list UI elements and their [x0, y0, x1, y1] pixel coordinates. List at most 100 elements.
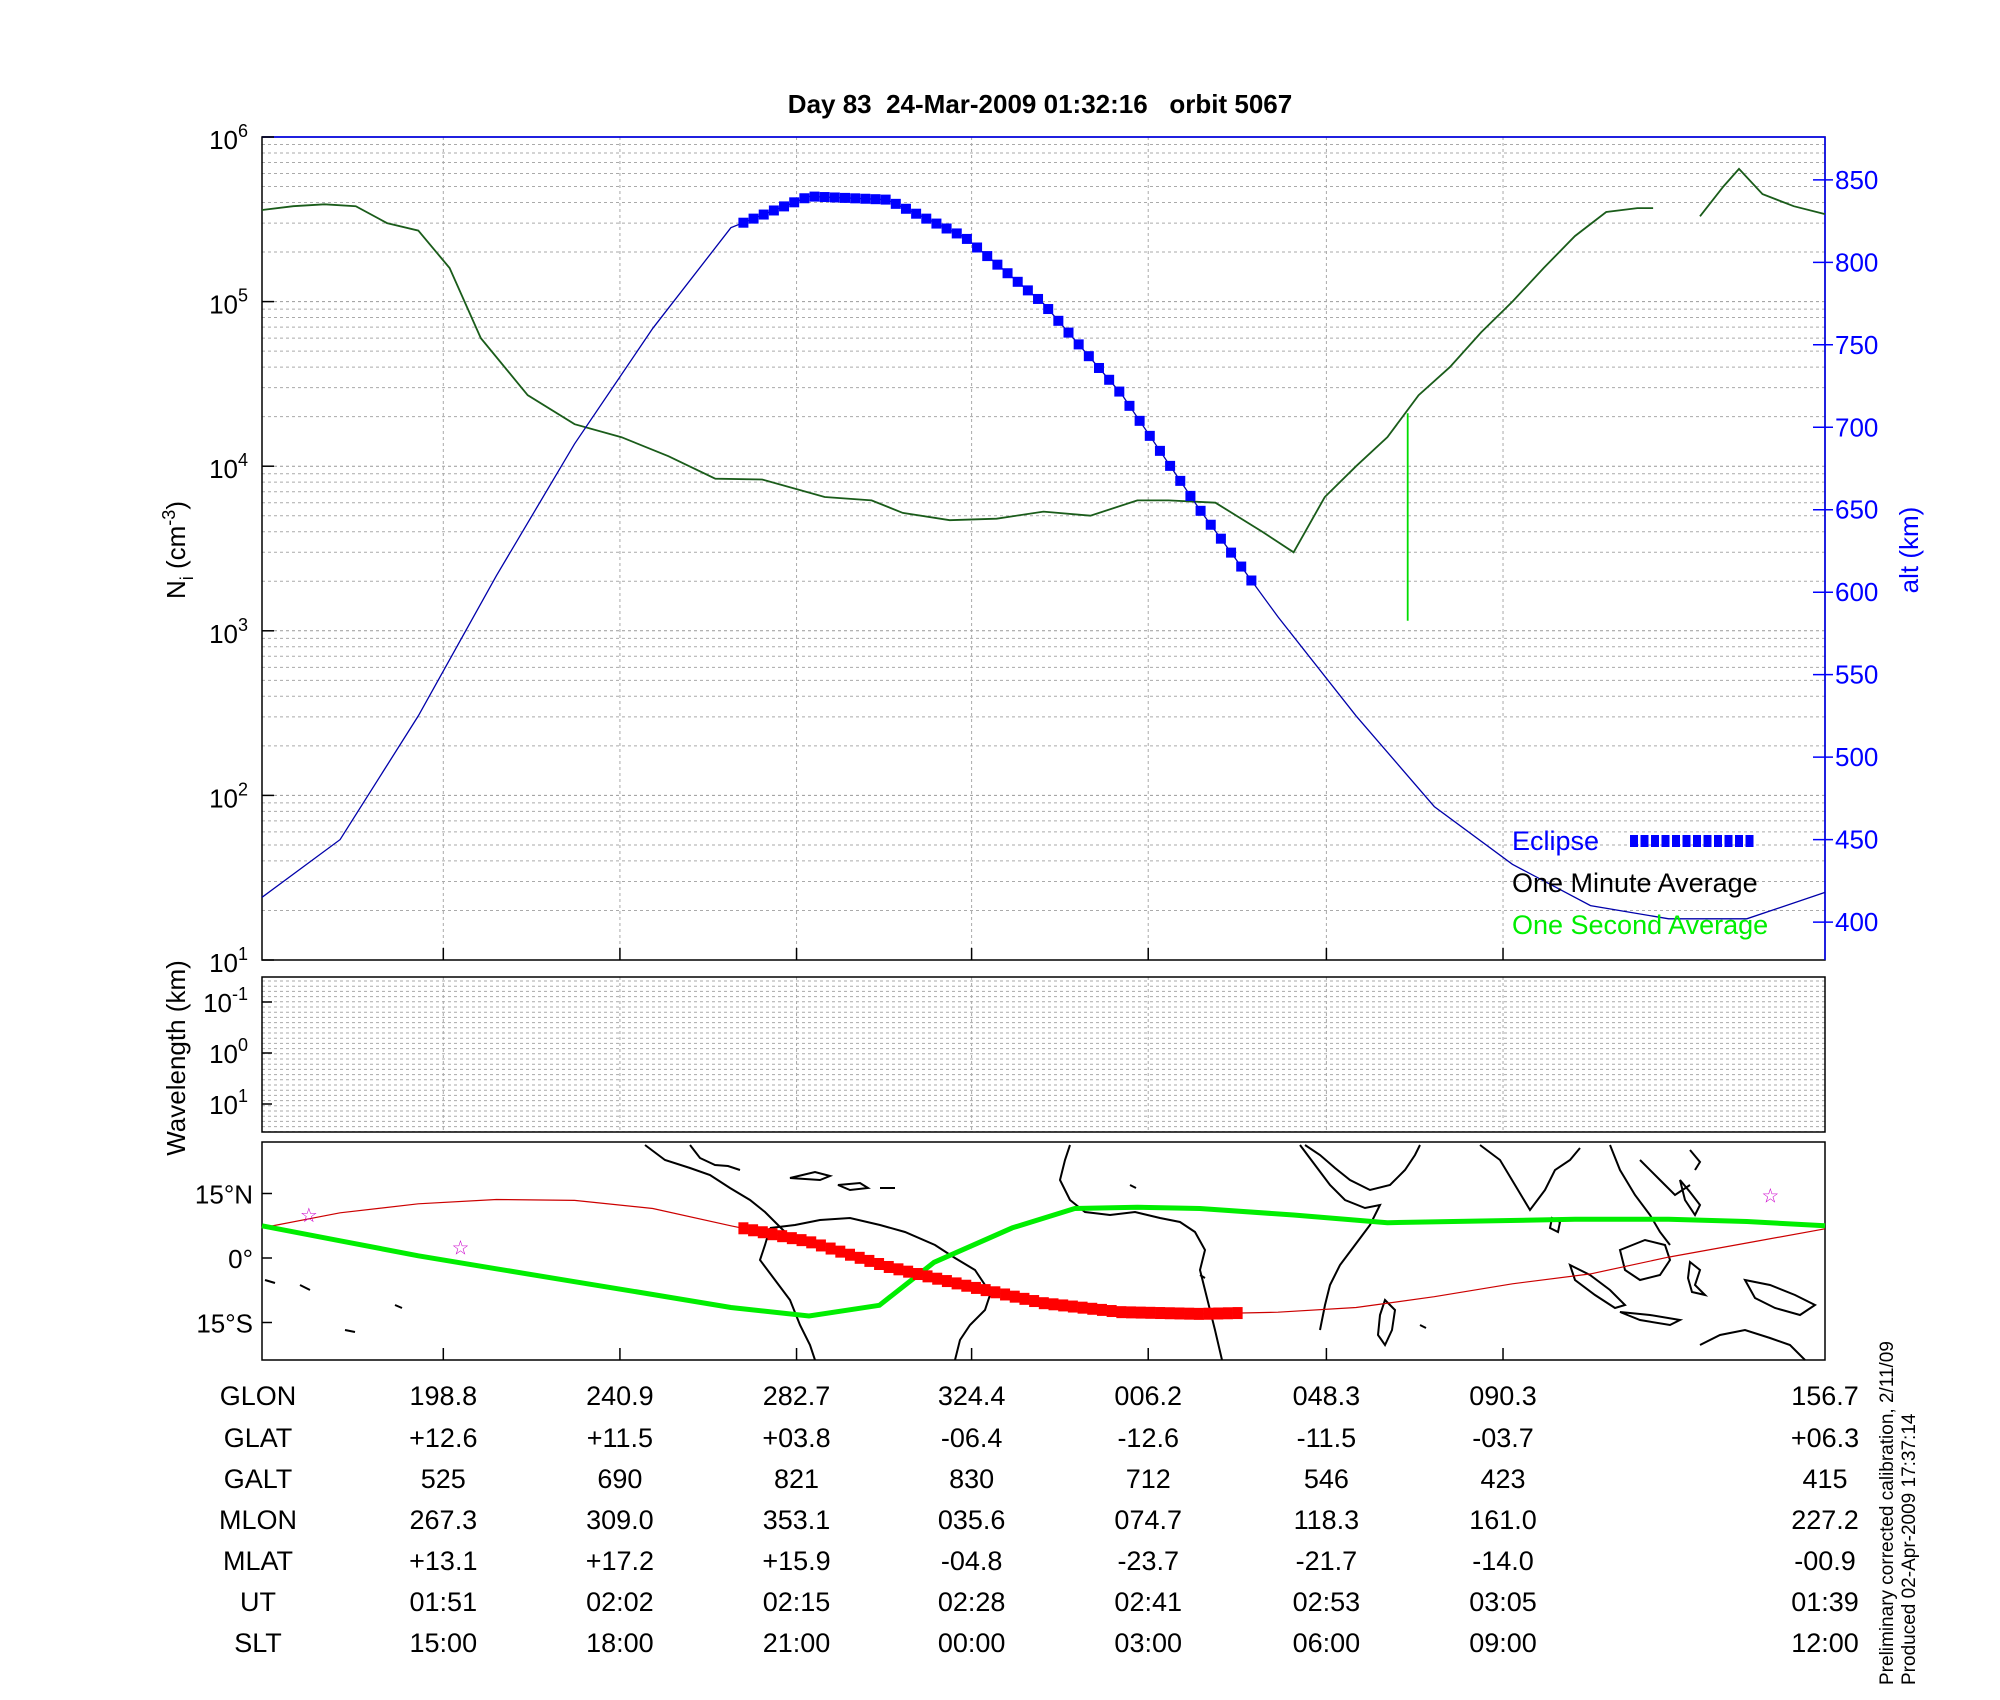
eclipse-marker: [1116, 1306, 1127, 1319]
main-x-ticks: [442, 948, 1504, 960]
eclipse-marker: [864, 1254, 875, 1267]
eclipse-marker: [932, 1272, 943, 1285]
legend-eclipse-square: [1682, 835, 1691, 847]
table-cell: 00:00: [938, 1628, 1006, 1658]
table-cell: 423: [1480, 1464, 1525, 1494]
eclipse-marker: [980, 1284, 991, 1297]
eclipse-marker: [738, 217, 749, 228]
legend-second-label: One Second Average: [1512, 910, 1768, 940]
legend-eclipse-square: [1703, 835, 1712, 847]
legend-eclipse-label: Eclipse: [1512, 826, 1599, 856]
table-cell: -04.8: [941, 1546, 1003, 1576]
eclipse-marker: [922, 1270, 933, 1283]
table-row-label: GALT: [224, 1464, 293, 1494]
y-tick-label: 101: [209, 1086, 248, 1120]
y2-tick-label: 400: [1835, 907, 1878, 937]
eclipse-marker: [1009, 1290, 1020, 1303]
eclipse-marker: [1154, 445, 1165, 456]
table-cell: 267.3: [410, 1505, 478, 1535]
eclipse-marker: [1019, 1292, 1030, 1305]
map-y-ticks: 15°N 0° 15°S: [195, 1180, 272, 1339]
eclipse-marker: [806, 1236, 817, 1249]
eclipse-marker: [1048, 1298, 1059, 1311]
y-tick-label: 105: [209, 286, 248, 320]
right-y-label: alt (km): [1894, 507, 1924, 594]
y-tick-label: 101: [209, 944, 248, 978]
eclipse-marker: [779, 201, 790, 212]
y2-tick-label: 600: [1835, 577, 1878, 607]
eclipse-marker: [941, 223, 952, 234]
eclipse-marker: [1135, 1306, 1146, 1319]
legend-eclipse-square: [1714, 835, 1722, 847]
eclipse-marker: [1134, 415, 1145, 426]
eclipse-marker: [1226, 547, 1237, 558]
main-grid: [262, 137, 1825, 961]
table-cell: 035.6: [938, 1505, 1006, 1535]
y2-tick-label: 450: [1835, 825, 1878, 855]
eclipse-marker: [1087, 1302, 1098, 1315]
legend-eclipse-square: [1640, 835, 1649, 847]
table-cell: +12.6: [409, 1423, 477, 1453]
table-cell: +03.8: [762, 1423, 830, 1453]
eclipse-marker: [1246, 575, 1257, 586]
svg-text:Wavelength (km): Wavelength (km): [161, 960, 191, 1156]
table-cell: -06.4: [941, 1423, 1003, 1453]
eclipse-marker: [970, 1281, 981, 1294]
eclipse-marker: [951, 228, 962, 239]
left-y-label: Ni (cm-3): [159, 501, 197, 599]
y2-tick-label: 700: [1835, 412, 1878, 442]
legend: Eclipse One Minute Average One Second Av…: [1512, 826, 1768, 940]
eclipse-marker: [819, 192, 830, 203]
eclipse-marker: [1093, 362, 1104, 373]
eclipse-marker: [796, 1234, 807, 1247]
table-cell: +13.1: [409, 1546, 477, 1576]
eclipse-marker: [1012, 276, 1023, 287]
wavelength-panel-frame: [261, 976, 1826, 1133]
star-marker: ☆: [300, 1205, 318, 1227]
eclipse-marker: [1067, 1300, 1078, 1313]
eclipse-marker: [972, 242, 983, 253]
table-cell: 118.3: [1294, 1505, 1360, 1535]
wavelength-grid: [262, 977, 1825, 1133]
table-cell: -14.0: [1472, 1546, 1534, 1576]
svg-text:Ni (cm-3): Ni (cm-3): [159, 501, 197, 599]
y2-tick-label: 650: [1835, 495, 1878, 525]
main-series: [261, 167, 1826, 920]
map-series: ☆ ☆ ☆: [261, 1186, 1826, 1320]
eclipse-marker: [835, 1245, 846, 1258]
eclipse-marker: [1165, 460, 1176, 471]
eclipse-marker: [961, 233, 972, 244]
wavelength-y-ticks: 10-1 100 101: [203, 984, 272, 1120]
eclipse-marker: [748, 213, 759, 224]
star-marker: ☆: [452, 1237, 470, 1259]
table-row-label: SLT: [234, 1628, 282, 1658]
table-row-label: MLON: [219, 1505, 297, 1535]
eclipse-marker: [1174, 1307, 1185, 1320]
eclipse-marker: [1058, 1299, 1069, 1312]
table-cell: 02:53: [1293, 1587, 1361, 1617]
y-tick-label: 103: [209, 615, 248, 649]
table-cell: 309.0: [586, 1505, 654, 1535]
side-note-line2: Produced 02-Apr-2009 17:37:14: [1899, 1413, 1920, 1685]
legend-minute-label: One Minute Average: [1512, 868, 1758, 898]
legend-eclipse-square: [1693, 835, 1701, 847]
table-cell: 01:39: [1791, 1587, 1859, 1617]
series-line: [1699, 167, 1826, 217]
star-marker: ☆: [1761, 1186, 1779, 1208]
table-cell: 712: [1126, 1464, 1171, 1494]
eclipse-marker: [815, 1239, 826, 1252]
map-panel-frame: [261, 1141, 1826, 1361]
eclipse-marker: [799, 193, 810, 204]
eclipse-marker: [777, 1230, 788, 1243]
coastline-map: [264, 1144, 1817, 1361]
table-cell: 15:00: [410, 1628, 478, 1658]
eclipse-marker: [757, 1226, 768, 1239]
eclipse-marker: [1155, 1307, 1166, 1320]
eclipse-marker: [748, 1224, 759, 1237]
table-cell: 690: [597, 1464, 642, 1494]
eclipse-marker: [738, 1222, 749, 1235]
legend-eclipse-square: [1630, 835, 1638, 847]
eclipse-marker: [825, 1242, 836, 1255]
eclipse-marker: [1232, 1307, 1243, 1320]
table-cell: 03:00: [1114, 1628, 1182, 1658]
